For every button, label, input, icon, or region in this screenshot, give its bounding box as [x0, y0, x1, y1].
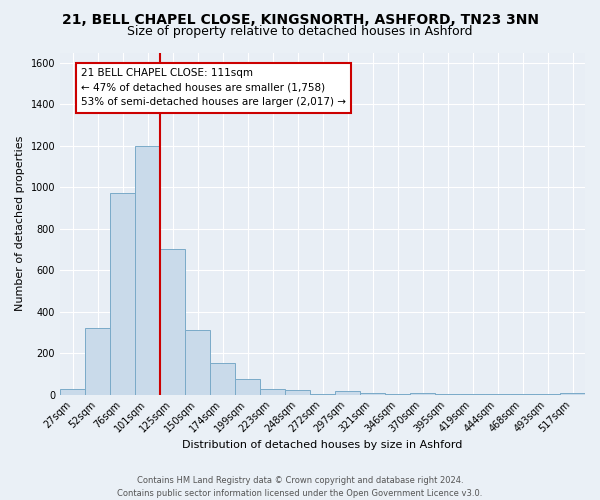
Bar	[285, 390, 310, 394]
Text: Contains HM Land Registry data © Crown copyright and database right 2024.
Contai: Contains HM Land Registry data © Crown c…	[118, 476, 482, 498]
Bar	[410, 392, 435, 394]
Bar	[560, 392, 585, 394]
Bar	[185, 330, 210, 394]
Bar	[110, 194, 135, 394]
Bar	[260, 390, 285, 394]
Bar	[60, 389, 85, 394]
Bar	[235, 379, 260, 394]
Bar	[135, 146, 160, 394]
Text: 21 BELL CHAPEL CLOSE: 111sqm
← 47% of detached houses are smaller (1,758)
53% of: 21 BELL CHAPEL CLOSE: 111sqm ← 47% of de…	[81, 68, 346, 108]
X-axis label: Distribution of detached houses by size in Ashford: Distribution of detached houses by size …	[182, 440, 463, 450]
Text: 21, BELL CHAPEL CLOSE, KINGSNORTH, ASHFORD, TN23 3NN: 21, BELL CHAPEL CLOSE, KINGSNORTH, ASHFO…	[62, 12, 539, 26]
Bar	[160, 250, 185, 394]
Text: Size of property relative to detached houses in Ashford: Size of property relative to detached ho…	[127, 25, 473, 38]
Y-axis label: Number of detached properties: Number of detached properties	[15, 136, 25, 311]
Bar	[335, 392, 360, 394]
Bar	[85, 328, 110, 394]
Bar	[210, 364, 235, 394]
Bar	[360, 392, 385, 394]
